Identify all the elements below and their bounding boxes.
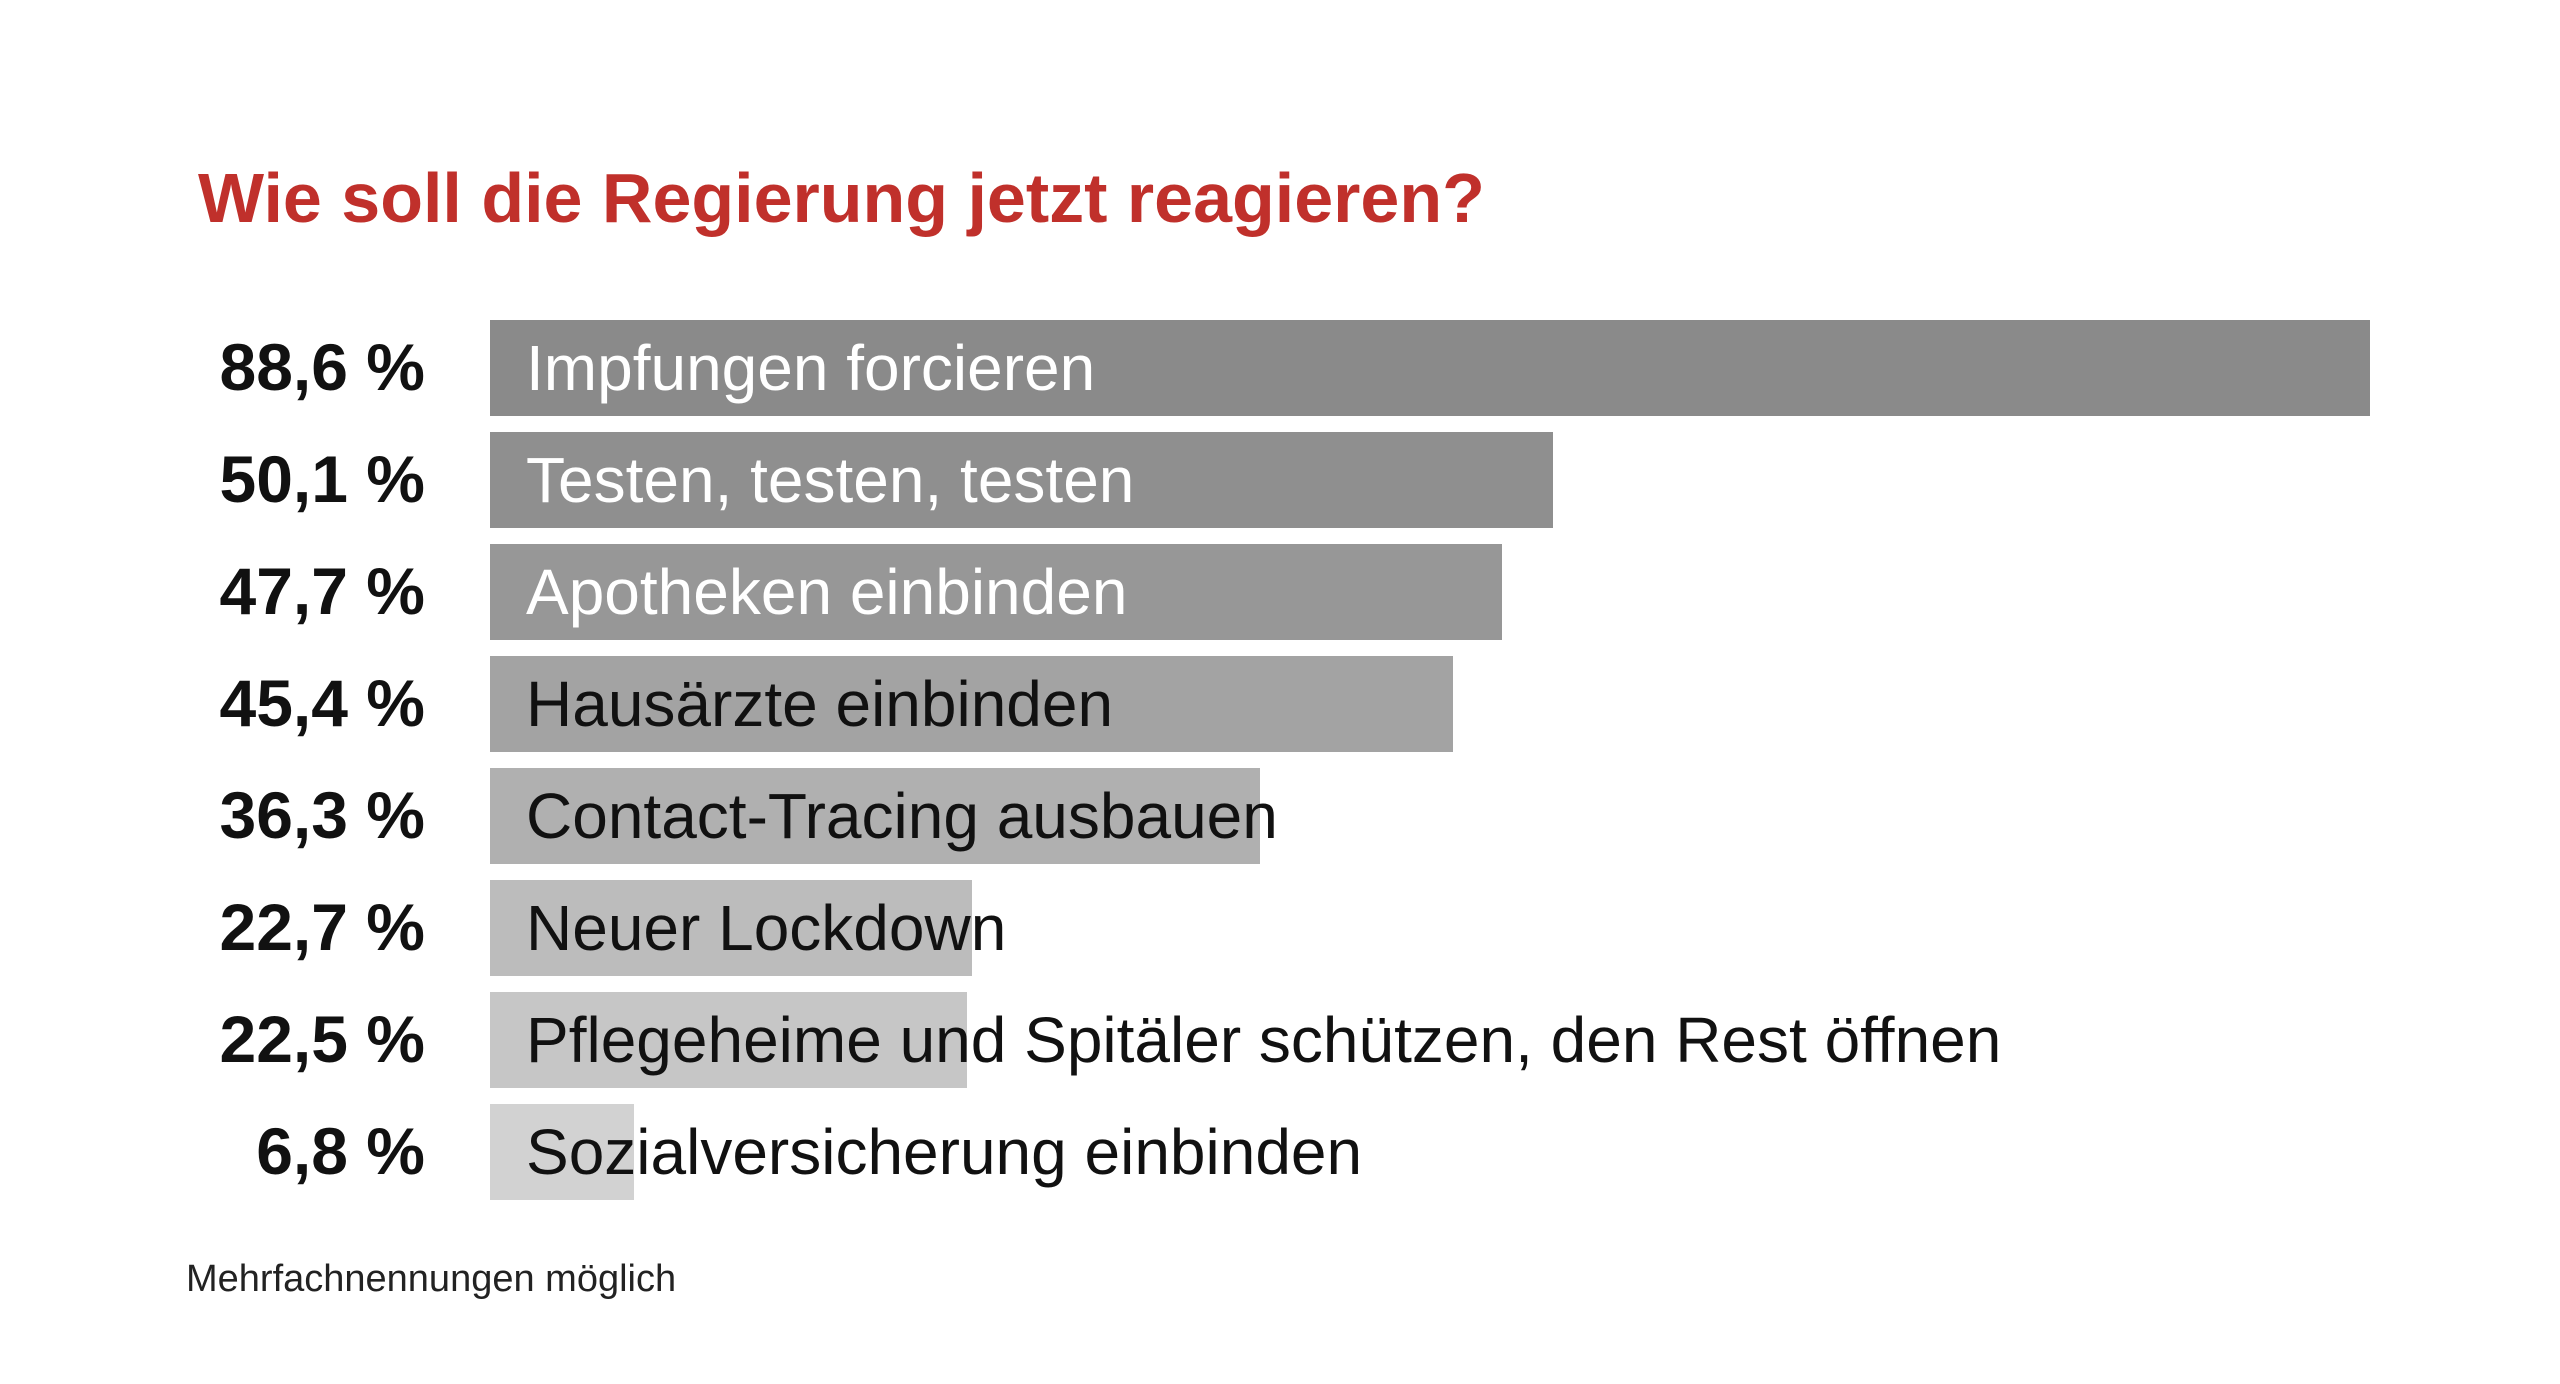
chart-title: Wie soll die Regierung jetzt reagieren? bbox=[198, 159, 1485, 237]
bar bbox=[490, 656, 1454, 752]
value-label: 50,1 % bbox=[219, 442, 425, 516]
bar bbox=[490, 544, 1503, 640]
bar bbox=[490, 320, 2370, 416]
value-label: 88,6 % bbox=[219, 330, 425, 404]
value-label: 45,4 % bbox=[219, 666, 425, 740]
value-label: 22,7 % bbox=[219, 890, 425, 964]
footnote: Mehrfachnennungen möglich bbox=[186, 1258, 677, 1300]
bar bbox=[490, 1104, 635, 1200]
value-label: 6,8 % bbox=[256, 1114, 425, 1188]
category-label: Neuer Lockdown bbox=[526, 892, 1007, 964]
category-label: Testen, testen, testen bbox=[526, 444, 1135, 516]
category-label: Impfungen forcieren bbox=[526, 332, 1096, 404]
category-label: Contact-Tracing ausbauen bbox=[526, 780, 1278, 852]
category-label: Sozialversicherung einbinden bbox=[526, 1116, 1363, 1188]
category-label: Pflegeheime und Spitäler schützen, den R… bbox=[526, 1004, 2002, 1076]
value-label: 22,5 % bbox=[219, 1002, 425, 1076]
value-label: 47,7 % bbox=[219, 554, 425, 628]
category-label: Apotheken einbinden bbox=[526, 556, 1128, 628]
bar bbox=[490, 992, 968, 1088]
value-label: 36,3 % bbox=[219, 778, 425, 852]
bar bbox=[490, 880, 972, 976]
category-label: Hausärzte einbinden bbox=[526, 668, 1114, 740]
bar bbox=[490, 432, 1554, 528]
bar bbox=[490, 768, 1261, 864]
